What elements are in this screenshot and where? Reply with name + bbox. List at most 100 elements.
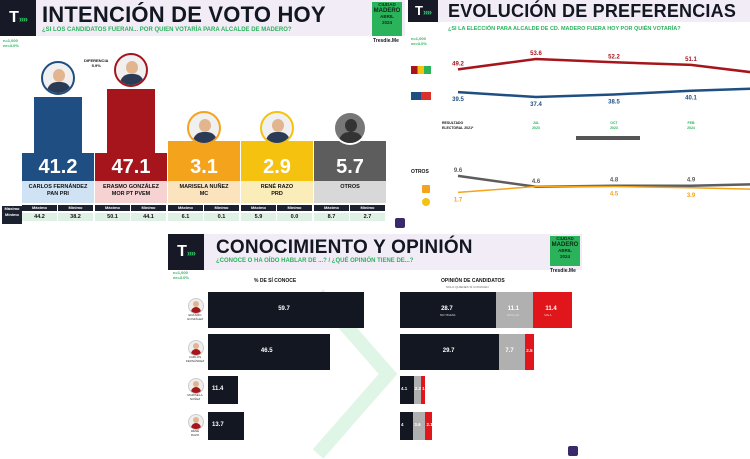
candidate-name-line: RENÉ [190,429,200,433]
period-month: JUL [532,121,540,125]
avatar-head-icon [193,381,199,387]
maximo-header: Máximo [95,205,130,211]
avatar-head-icon [199,119,211,132]
sample-size: n=1,000 ee=3.0% [173,270,189,280]
series-line-otros [457,174,750,189]
avatar-head-icon [193,301,199,307]
candidate-name-line: FERNÁNDEZ [185,358,205,363]
maximo-value: 5.9 [241,213,276,221]
header-band [408,0,750,22]
candidate-party-line: MC [199,191,209,197]
series-point-label: 38.5 [608,99,620,105]
minimo-header: Mínimo [350,205,385,211]
vote-value: 41.2 [22,153,94,181]
regular-seg [499,334,526,370]
avatar-head-icon [193,343,199,349]
minimo-header: Mínimo [131,205,166,211]
series-point-label: 37.4 [530,102,542,108]
series-point-label: 39.5 [452,97,464,103]
mala-seg-label: 1.1 [422,386,429,391]
avatar-body-icon [266,132,290,143]
mala-seg [421,376,425,404]
conoce-value: 13.7 [212,422,224,428]
series-point-label: 4.8 [610,178,619,184]
evolution-chart: 49.2 53.6 52.2 51.1 39.5 37.4 38.5 40.1 9.6 4.6 4.… [452,51,750,203]
series-point-label: 52.2 [608,54,620,60]
avatar-body-icon [193,132,217,143]
candidate-name-line: ERASMO GONZÁLEZ [103,184,159,190]
avatar-body-icon [47,82,71,94]
avatar-body-icon [191,423,201,429]
city-stamp: CIUDAD MADERO ABRIL 2024 [550,236,580,266]
regular-seg [413,376,422,404]
candidate-party-line: PAN PRI [47,191,69,197]
minimo-header: Mínimo [204,205,239,211]
maximo-header: Máximo [314,205,349,211]
buena-seg-label: 4 [401,422,404,427]
candidate-name-line: MARISELA [187,393,203,397]
candidate-name: MARISELA NUÑEZ MC [168,181,240,203]
series-point-label: 53.6 [530,51,542,57]
candidate-avatar [188,340,204,356]
conoce-value: 11.4 [212,386,224,392]
maximo-value: 50.1 [95,213,130,221]
regular-seg [496,292,534,328]
avatar-head-icon [126,61,138,75]
resultado-label: RESULTADO ELECTORAL 2021* [442,121,474,130]
maximo-header: Máximo [168,205,203,211]
mala-seg-label: 2.5 [526,348,533,353]
buena-seg [400,412,414,440]
buena-seg [400,334,500,370]
vote-bar [107,89,155,153]
period-year: 2023 [532,125,540,130]
conoce-header: % DE SÍ CONOCE [254,278,297,284]
corner-badge [568,446,578,456]
candidate-name: CARLOS FERNÁNDEZ PAN PRI [22,181,94,203]
buena-seg [400,376,414,404]
minimo-value: 0.1 [204,213,239,221]
buena-seg-label: 29.7 [442,348,455,354]
candidate-avatar [333,111,367,145]
diferencia-label: DIFERENCIA 5.9% [84,58,108,68]
avatar-body-icon [120,74,144,86]
period-year: 2023 [610,125,618,130]
mala-seg [533,292,572,328]
pan-logo-icon [411,92,431,100]
brand-site: Tresdie.Me [373,38,399,44]
series-point-label: 4.6 [532,179,541,185]
regular-seg-label: 7.7 [505,348,514,354]
period-label: JUL 2023 [524,121,548,130]
corner-badge [395,218,405,228]
maximo-value: 8.7 [314,213,349,221]
candidate-avatar [188,298,204,314]
avatar-body-icon [191,307,201,313]
panel-evolucion: T»» EVOLUCIÓN DE PREFERENCIAS ¿SI LA ELE… [408,0,750,232]
vote-value: 5.7 [314,153,386,181]
maximo-header: Máximo [241,205,276,211]
vote-bar [241,141,313,153]
candidate-party-line: MOR PT PVEM [111,191,151,197]
candidate-name-line: CARLOS [188,355,202,359]
conoce-bar [208,376,238,404]
period-year: 2024 [687,125,695,130]
diferencia-text: DIFERENCIA [84,58,109,63]
conoce-bar [208,412,244,440]
panel-title: INTENCIÓN DE VOTO HOY [42,2,326,27]
series-line-mc [457,185,750,194]
city-stamp: CIUDAD MADERO ABRIL 2024 [372,2,402,36]
panel-subtitle: ¿SI LOS CANDIDATOS FUERAN... POR QUIEN V… [42,27,292,33]
series-point-label: 4.9 [687,178,696,184]
period-note-bar [576,136,640,140]
vote-bar [168,141,240,153]
vote-bar [314,141,386,153]
avatar-head-icon [272,119,284,132]
brand-site: Tresdie.Me [550,268,576,274]
candidate-name-line: RAZO [190,432,200,437]
prd-logo-icon [422,198,430,206]
period-month: FEB [687,121,695,125]
mc-logo-icon [422,185,430,193]
mala-seg [425,412,433,440]
avatar-body-icon [339,132,363,143]
avatar-body-icon [191,387,201,393]
candidate-name: ERASMO GONZÁLEZ [182,313,208,321]
